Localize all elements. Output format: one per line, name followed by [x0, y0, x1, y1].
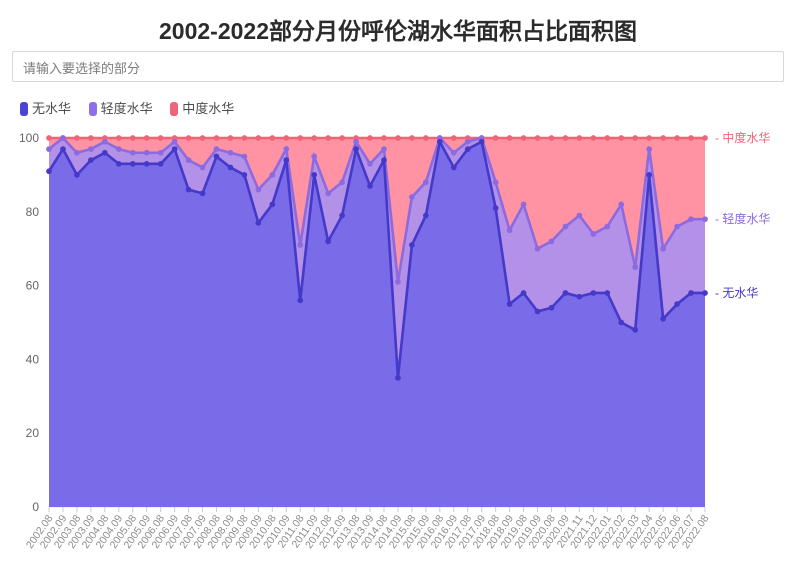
svg-text:- 无水华: - 无水华	[715, 286, 758, 300]
svg-text:- 中度水华: - 中度水华	[715, 130, 770, 145]
svg-text:- 轻度水华: - 轻度水华	[715, 211, 770, 226]
svg-text:60: 60	[26, 279, 40, 293]
svg-text:20: 20	[26, 426, 40, 440]
svg-text:0: 0	[32, 500, 39, 514]
svg-text:80: 80	[26, 205, 40, 219]
svg-text:40: 40	[26, 352, 40, 366]
svg-text:100: 100	[19, 131, 39, 145]
